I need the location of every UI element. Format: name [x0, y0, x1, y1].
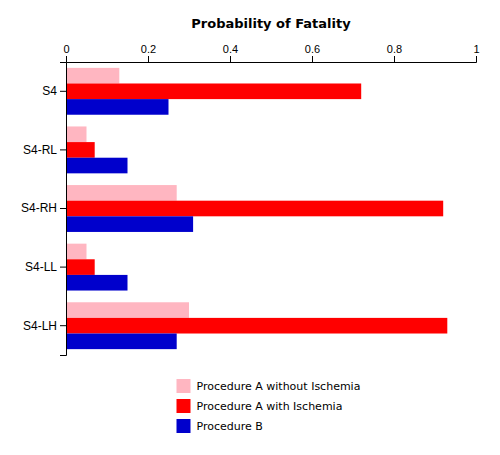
tick-label: S4-LL: [25, 260, 57, 274]
axis-line: [60, 63, 67, 356]
bar: [66, 68, 119, 84]
tick-mark: [312, 56, 313, 62]
tick-label: 0.2: [141, 43, 156, 55]
bar: [66, 334, 177, 350]
bar: [66, 99, 169, 115]
bar: [66, 318, 447, 334]
tick: 1: [473, 43, 479, 62]
tick: S4-LL: [25, 260, 66, 274]
tick-label: 0.8: [387, 43, 402, 55]
bar-series: [66, 68, 189, 318]
tick-label: 0.6: [305, 43, 320, 55]
tick-mark: [60, 91, 66, 92]
legend-swatch: [177, 379, 191, 393]
legend-label: Procedure B: [197, 420, 263, 433]
tick-label: S4-RH: [21, 201, 57, 215]
legend-item: Procedure A without Ischemia: [177, 379, 361, 393]
bar: [66, 201, 443, 217]
x-axis-title: Probability of Fatality: [191, 16, 351, 31]
tick: 0.6: [305, 43, 320, 62]
tick-mark: [60, 208, 66, 209]
tick: 0.4: [223, 43, 238, 62]
legend-swatch: [177, 419, 191, 433]
tick: 0: [63, 43, 69, 62]
y-axis: S4 S4-RL S4-RH S4-LL S4-LH: [21, 63, 67, 356]
tick-label: 1: [473, 43, 479, 55]
tick: 0.2: [141, 43, 156, 62]
tick: S4: [42, 84, 66, 98]
tick-mark: [476, 56, 477, 62]
tick: 0.8: [387, 43, 402, 62]
bar-series: [66, 83, 447, 333]
legend-label: Procedure A without Ischemia: [197, 380, 361, 393]
tick-mark: [394, 56, 395, 62]
tick-mark: [148, 56, 149, 62]
tick: S4-RL: [23, 143, 66, 157]
bar: [66, 142, 95, 158]
tick-label: S4-LH: [23, 319, 57, 333]
bar: [66, 158, 128, 174]
bar-series: [66, 99, 193, 349]
legend-item: Procedure B: [177, 419, 263, 433]
legend-item: Procedure A with Ischemia: [177, 399, 343, 413]
tick: S4-RH: [21, 201, 66, 215]
tick-mark: [66, 56, 67, 62]
tick-mark: [60, 325, 66, 326]
tick-label: S4: [42, 84, 57, 98]
tick-label: 0.4: [223, 43, 238, 55]
tick-mark: [230, 56, 231, 62]
legend: Procedure A without Ischemia Procedure A …: [177, 379, 361, 433]
bar: [66, 185, 177, 201]
bars: [66, 68, 447, 349]
bar: [66, 126, 87, 142]
chart: 0 0.2 0.4 0.6 0.8 1 S4 S4-RL S4-RH S4-LL S4-LH Prob…: [0, 0, 500, 455]
bar: [66, 259, 95, 275]
bar: [66, 302, 189, 318]
bar: [66, 83, 361, 99]
x-axis: 0 0.2 0.4 0.6 0.8 1: [63, 43, 479, 63]
legend-swatch: [177, 399, 191, 413]
tick-mark: [60, 149, 66, 150]
tick: S4-LH: [23, 319, 66, 333]
axis-line: [67, 56, 477, 63]
tick-mark: [60, 267, 66, 268]
legend-label: Procedure A with Ischemia: [197, 400, 343, 413]
tick-label: 0: [63, 43, 69, 55]
plot: 0 0.2 0.4 0.6 0.8 1 S4 S4-RL S4-RH S4-LL S4-LH: [21, 43, 480, 356]
bar: [66, 275, 128, 291]
tick-label: S4-RL: [23, 143, 57, 157]
bar: [66, 216, 193, 232]
bar: [66, 244, 87, 260]
